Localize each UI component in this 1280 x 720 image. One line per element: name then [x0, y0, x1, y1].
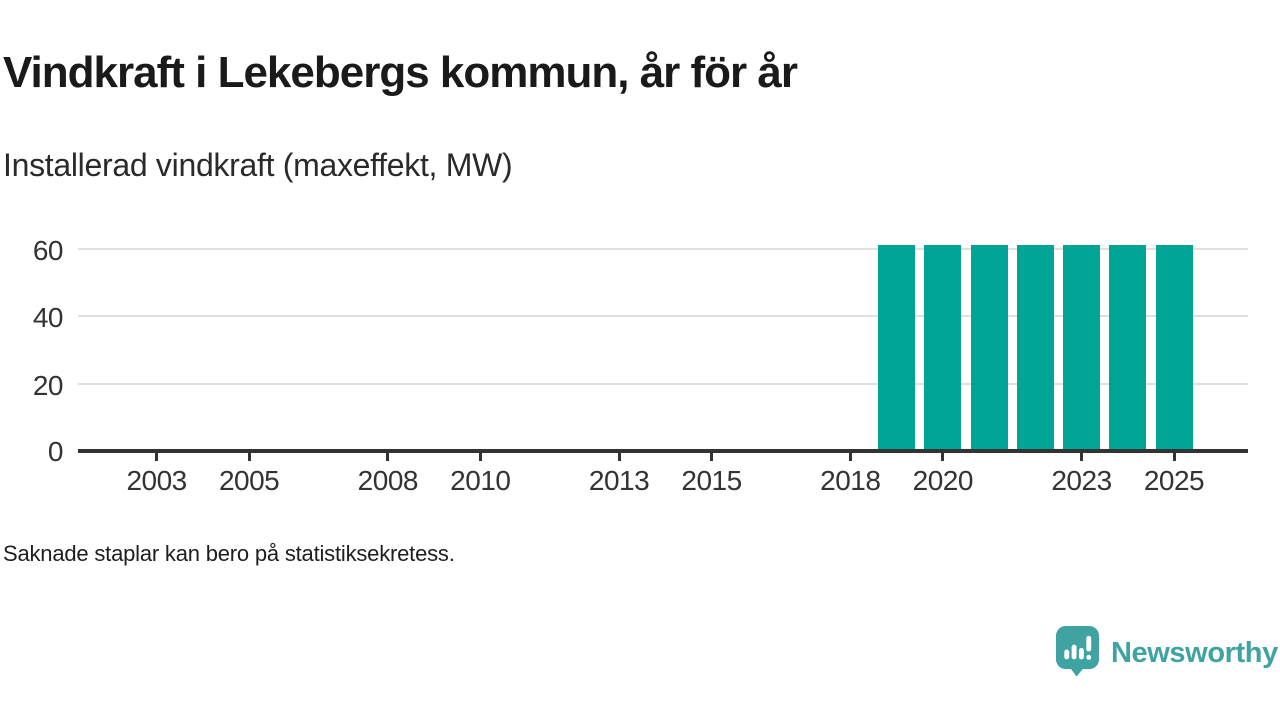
- newsworthy-logo: Newsworthy: [1054, 624, 1278, 682]
- speech-bubble-bar-chart-icon: [1054, 624, 1101, 682]
- gridline-60: [78, 247, 1248, 250]
- x-axis-label-2025: 2025: [1143, 465, 1205, 496]
- x-axis-label-2010: 2010: [450, 465, 511, 496]
- x-tick-2003: [155, 453, 159, 461]
- x-axis-label-2018: 2018: [820, 465, 881, 496]
- x-axis-label-2005: 2005: [218, 465, 280, 496]
- footnote: Saknade staplar kan bero på statistiksek…: [3, 541, 455, 566]
- x-tick-2025: [1172, 453, 1176, 461]
- bar-2019: [878, 245, 916, 451]
- y-axis-label-20: 20: [32, 369, 64, 401]
- x-tick-2013: [617, 453, 621, 461]
- x-tick-2010: [478, 453, 482, 461]
- x-axis-label-2015: 2015: [681, 465, 742, 496]
- x-tick-2015: [710, 453, 714, 461]
- x-tick-2005: [247, 453, 251, 461]
- chart-subtitle: Installerad vindkraft (maxeffekt, MW): [3, 147, 513, 183]
- x-tick-2008: [386, 453, 390, 461]
- bar-2022: [1016, 245, 1054, 451]
- gridline-20: [78, 382, 1248, 385]
- x-axis-label-2003: 2003: [126, 465, 187, 496]
- bar-2023: [1063, 245, 1101, 451]
- bar-2024: [1109, 245, 1147, 451]
- bar-2025: [1155, 245, 1193, 451]
- x-axis-label-2020: 2020: [912, 465, 974, 496]
- bar-2020: [924, 245, 962, 451]
- x-axis-line: [78, 449, 1248, 453]
- newsworthy-wordmark: Newsworthy: [1111, 637, 1278, 669]
- gridline-40: [78, 315, 1248, 318]
- x-axis-label-2013: 2013: [588, 465, 650, 496]
- chart-title: Vindkraft i Lekebergs kommun, år för år: [3, 48, 798, 97]
- y-axis-label-60: 60: [32, 234, 64, 266]
- x-axis-label-2023: 2023: [1051, 465, 1112, 496]
- y-axis-label-0: 0: [47, 436, 64, 467]
- plot-area: 0 20 40 60 2003 2005 2008 2010 2013 2015 2018 2020 2…: [32, 234, 1248, 496]
- x-tick-2018: [848, 453, 852, 461]
- y-axis-label-40: 40: [32, 302, 64, 334]
- x-tick-2020: [941, 453, 945, 461]
- bar-2021: [970, 245, 1008, 451]
- x-tick-2023: [1080, 453, 1084, 461]
- x-axis-label-2008: 2008: [357, 465, 419, 496]
